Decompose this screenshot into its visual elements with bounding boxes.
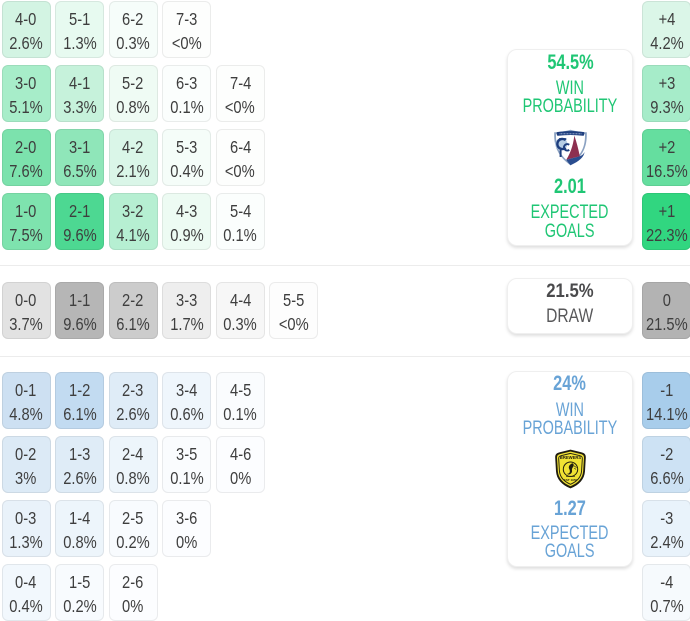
svg-text:BREWERS: BREWERS [559,455,581,460]
svg-text:EST 1950: EST 1950 [563,478,577,482]
